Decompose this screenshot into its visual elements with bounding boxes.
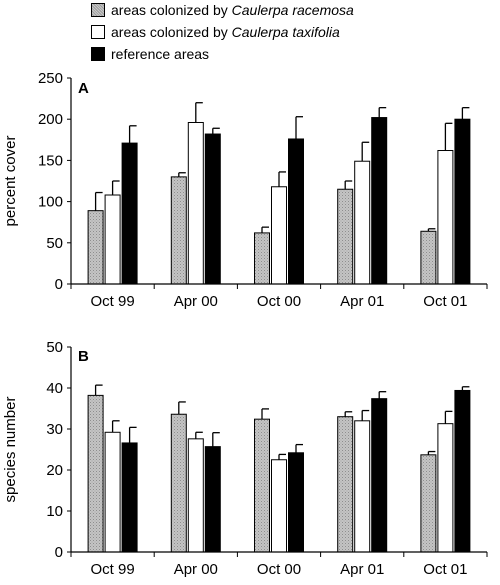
bar-b-s1-c1 (187, 438, 204, 553)
legend-swatch-racemosa (91, 3, 105, 17)
bar-b-s0-c3 (337, 416, 354, 553)
bar-b-s0-c1 (170, 413, 187, 553)
legend-swatch-taxifolia (91, 25, 105, 39)
legend-swatch-reference (91, 47, 105, 61)
x-tick-label: Oct 01 (423, 293, 467, 310)
y-axis-label: percent cover (2, 136, 19, 227)
legend-item-taxifolia: areas colonized by Caulerpa taxifolia (91, 22, 340, 42)
y-tick-label: 30 (46, 421, 63, 438)
bar-a-s0-c3 (337, 188, 354, 285)
y-tick-label: 10 (46, 503, 63, 520)
bar-b-s2-c0 (121, 442, 138, 553)
bar-b-s2-c1 (204, 446, 221, 553)
bar-a-s2-c4 (454, 118, 471, 285)
x-tick-label: Oct 01 (423, 561, 467, 578)
bar-a-s0-c4 (420, 230, 437, 285)
x-tick-label: Apr 01 (340, 293, 384, 310)
legend-item-racemosa: areas colonized by Caulerpa racemosa (91, 0, 354, 20)
bar-b-s0-c2 (254, 418, 270, 553)
y-tick-label: 250 (38, 70, 63, 87)
bar-b-s2-c4 (454, 389, 471, 553)
y-tick-label: 20 (46, 462, 63, 479)
legend-item-reference: reference areas (91, 44, 209, 64)
y-tick-label: 0 (55, 544, 63, 561)
bar-a-s0-c2 (254, 232, 270, 285)
bar-a-s2-c0 (121, 142, 138, 285)
y-tick-label: 50 (46, 235, 63, 252)
bar-a-s0-c1 (170, 176, 187, 285)
bar-a-s1-c0 (104, 194, 121, 285)
chart-panel-a: 0 50 100 150 200 250 Oct 99 Apr 00 Oct 00 Apr 01 O… (2, 70, 488, 310)
bar-b-s1-c2 (271, 459, 287, 553)
legend-label-racemosa: areas colonized by Caulerpa racemosa (111, 2, 354, 18)
bar-a-s2-c3 (371, 117, 388, 285)
bar-a-s2-c1 (204, 133, 221, 285)
x-tick-label: Oct 99 (91, 561, 135, 578)
bar-a-s1-c4 (437, 150, 454, 285)
bar-a-s1-c2 (271, 186, 287, 285)
chart-panel-b: 0 10 20 30 40 50 Oct 99 Apr 00 Oct 00 Apr 01 Oct 0… (2, 339, 488, 578)
x-tick-label: Oct 99 (91, 293, 135, 310)
y-tick-label: 150 (38, 152, 63, 169)
bar-b-s1-c3 (354, 420, 371, 553)
y-tick-label: 200 (38, 111, 63, 128)
bar-b-s1-c4 (437, 423, 454, 553)
x-tick-label: Oct 00 (257, 293, 301, 310)
bar-b-s2-c3 (371, 398, 388, 553)
y-tick-label: 40 (46, 380, 63, 397)
bar-b-s2-c2 (288, 452, 304, 553)
x-tick-label: Oct 00 (257, 561, 301, 578)
x-tick-label: Apr 01 (340, 561, 384, 578)
bar-a-s2-c2 (288, 138, 304, 285)
panel-letter: A (78, 80, 89, 97)
bar-b-s0-c4 (420, 454, 437, 553)
bar-a-s1-c3 (354, 160, 371, 285)
legend-label-reference: reference areas (111, 46, 210, 62)
bar-b-s1-c0 (104, 431, 121, 553)
x-tick-label: Apr 00 (174, 561, 218, 578)
bar-a-s0-c0 (87, 210, 104, 285)
y-tick-label: 50 (46, 339, 63, 356)
y-tick-label: 0 (55, 276, 63, 293)
legend-label-taxifolia: areas colonized by Caulerpa taxifolia (111, 24, 340, 40)
x-tick-label: Apr 00 (174, 293, 218, 310)
bar-a-s1-c1 (187, 121, 204, 285)
y-axis-label: species number (2, 397, 19, 503)
panel-letter: B (78, 348, 89, 365)
y-tick-label: 100 (38, 194, 63, 211)
bar-b-s0-c0 (87, 394, 104, 553)
